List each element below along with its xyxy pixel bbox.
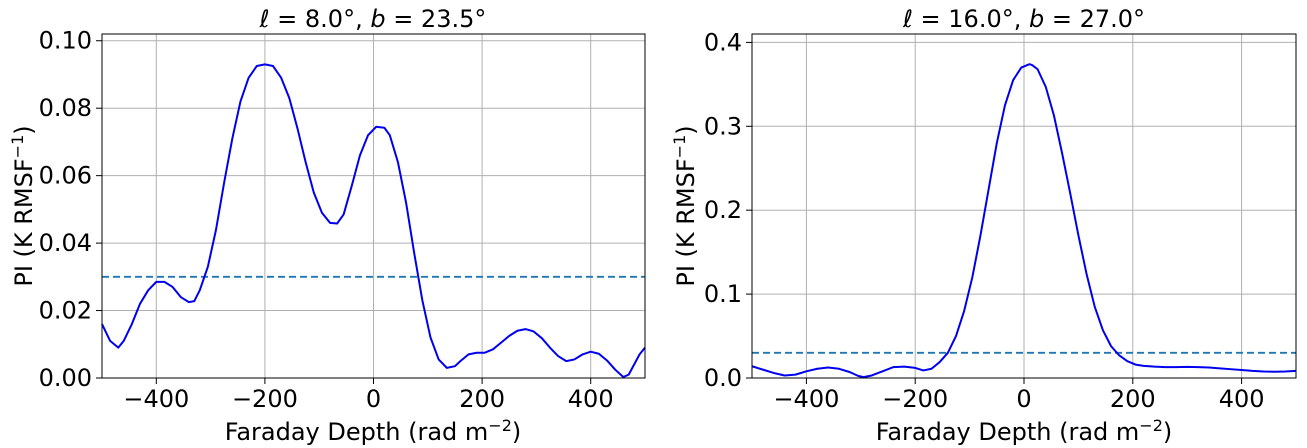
right-xlabel-end: ): [1163, 418, 1172, 446]
left-y-tick-label: 0.10: [39, 27, 92, 55]
left-y-tick-label: 0.04: [39, 229, 92, 257]
left-gridlines: [102, 34, 645, 379]
right-y-axis-label: PI (K RMSF−1): [670, 125, 700, 286]
right-title-l-value: = 16.0°,: [913, 5, 1029, 33]
right-x-tick-label: −400: [773, 385, 839, 413]
right-x-ticks: −400 −200 0 200 400: [773, 378, 1265, 413]
left-title-b-symbol: b: [370, 5, 385, 33]
right-y-tick-label: 0.4: [704, 28, 742, 56]
left-y-tick-label: 0.06: [39, 162, 92, 190]
right-chart-title: ℓ = 16.0°, b = 27.0°: [902, 5, 1145, 33]
left-x-tick-label: 400: [568, 385, 614, 413]
right-xlabel-sup: −2: [1139, 416, 1163, 435]
right-y-tick-label: 0.1: [704, 280, 742, 308]
right-chart: −400 −200 0 200 400 0.0 0.1 0.2 0.3 0.4 ℓ = 16.0…: [670, 5, 1297, 446]
left-y-tick-label: 0.08: [39, 94, 92, 122]
right-x-axis-label: Faraday Depth (rad m−2): [876, 416, 1173, 446]
right-x-tick-label: −200: [882, 385, 948, 413]
left-series-layer: [101, 63, 646, 378]
right-ylabel-sup: −1: [670, 135, 689, 159]
left-chart-title: ℓ = 8.0°, b = 23.5°: [259, 5, 487, 33]
right-series-layer: [751, 63, 1297, 379]
right-ylabel-end: ): [672, 125, 700, 134]
left-title-l-value: = 8.0°,: [270, 5, 371, 33]
right-ylabel-main: PI (K RMSF: [672, 158, 700, 286]
left-ylabel-sup: −1: [8, 135, 27, 159]
left-title-l-symbol: ℓ: [259, 5, 270, 33]
left-ylabel-main: PI (K RMSF: [10, 158, 38, 286]
left-ylabel-end: ): [10, 125, 38, 134]
right-y-tick-label: 0.0: [704, 364, 742, 392]
left-xlabel-main: Faraday Depth (rad m: [225, 418, 489, 446]
right-title-l-symbol: ℓ: [902, 5, 913, 33]
left-y-tick-label: 0.02: [39, 297, 92, 325]
right-series-line: [751, 63, 1297, 379]
left-x-tick-label: −200: [232, 385, 298, 413]
left-x-axis-label: Faraday Depth (rad m−2): [225, 416, 522, 446]
right-title-b-value: = 27.0°: [1044, 5, 1145, 33]
left-y-axis-label: PI (K RMSF−1): [8, 125, 38, 286]
right-x-tick-label: 200: [1110, 385, 1156, 413]
left-x-tick-label: −400: [123, 385, 189, 413]
left-x-ticks: −400 −200 0 200 400: [123, 378, 614, 413]
left-y-tick-label: 0.00: [39, 364, 92, 392]
right-y-tick-label: 0.2: [704, 196, 742, 224]
right-y-ticks: 0.0 0.1 0.2 0.3 0.4: [704, 28, 752, 392]
left-chart: −400 −200 0 200 400 0.00 0.02 0.04 0.06 0.08 0.10…: [8, 5, 646, 446]
right-x-tick-label: 0: [1016, 385, 1031, 413]
right-xlabel-main: Faraday Depth (rad m: [876, 418, 1140, 446]
left-xlabel-end: ): [512, 418, 521, 446]
left-y-ticks: 0.00 0.02 0.04 0.06 0.08 0.10: [39, 27, 102, 392]
left-title-b-value: = 23.5°: [386, 5, 487, 33]
left-series-line: [101, 63, 646, 378]
right-y-tick-label: 0.3: [704, 112, 742, 140]
left-x-tick-label: 0: [366, 385, 381, 413]
right-title-b-symbol: b: [1029, 5, 1044, 33]
left-x-tick-label: 200: [459, 385, 505, 413]
right-x-tick-label: 400: [1219, 385, 1265, 413]
left-xlabel-sup: −2: [488, 416, 512, 435]
